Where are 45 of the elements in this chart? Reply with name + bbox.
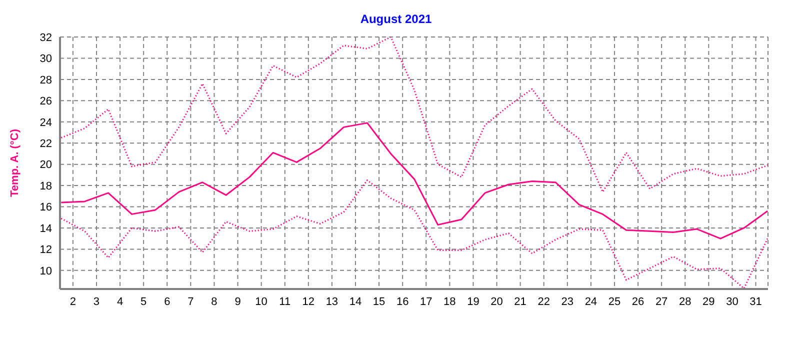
x-tick-label: 24 (584, 296, 598, 308)
y-tick-label: 22 (40, 138, 52, 150)
y-axis-title: Temp. A. (°C) (8, 128, 21, 197)
x-tick-label: 2 (70, 296, 76, 308)
x-tick-label: 4 (116, 296, 124, 308)
x-tick-label: 19 (467, 296, 480, 308)
x-tick-label: 13 (326, 296, 338, 308)
y-tick-label: 18 (40, 180, 52, 192)
x-tick-label: 8 (211, 296, 218, 308)
x-tick-label: 18 (444, 296, 456, 308)
x-tick-label: 21 (514, 296, 526, 308)
y-tick-label: 32 (40, 32, 52, 44)
x-tick-label: 11 (279, 296, 291, 308)
x-tick-label: 16 (396, 296, 409, 308)
x-tick-label: 17 (420, 296, 432, 308)
x-tick-label: 6 (164, 296, 170, 308)
x-tick-label: 10 (255, 296, 268, 308)
x-tick-label: 9 (234, 296, 241, 308)
x-tick-label: 12 (302, 296, 315, 308)
y-tick-label: 20 (40, 159, 52, 172)
x-tick-label: 20 (490, 296, 503, 308)
x-tick-label: 26 (632, 296, 644, 308)
x-tick-label: 31 (750, 296, 762, 308)
x-tick-label: 25 (608, 296, 621, 308)
x-tick-label: 30 (726, 296, 738, 308)
x-tick-label: 23 (561, 296, 574, 308)
x-tick-label: 14 (349, 296, 362, 308)
y-tick-label: 28 (40, 74, 52, 86)
y-tick-label: 26 (40, 96, 52, 108)
y-tick-label: 16 (40, 202, 52, 214)
line-series (60, 122, 768, 240)
x-tick-label: 15 (372, 296, 386, 308)
x-tick-label: 27 (655, 296, 668, 308)
x-tick-label: 7 (188, 296, 194, 308)
x-tick-label: 28 (678, 296, 692, 308)
y-tick-label: 10 (40, 265, 52, 278)
chart-title: August 2021 (359, 12, 433, 26)
x-tick-label: 5 (140, 296, 147, 308)
y-tick-label: 24 (40, 116, 52, 129)
y-tick-label: 30 (40, 53, 52, 66)
x-tick-label: 29 (702, 296, 715, 308)
y-tick-label: 12 (40, 244, 52, 256)
x-tick-label: 22 (538, 296, 550, 308)
x-tick-label: 3 (93, 296, 100, 308)
y-tick-label: 14 (40, 222, 52, 235)
